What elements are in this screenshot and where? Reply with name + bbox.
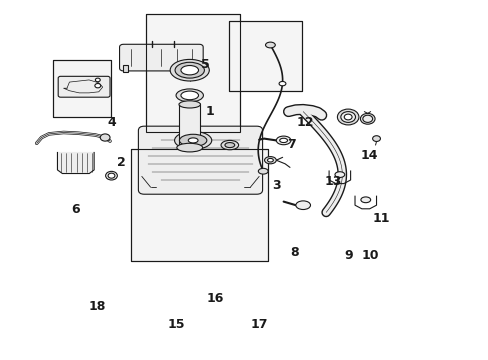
- Ellipse shape: [181, 66, 198, 75]
- Text: 8: 8: [289, 246, 298, 259]
- Ellipse shape: [265, 42, 275, 48]
- Ellipse shape: [258, 168, 267, 174]
- Text: 14: 14: [360, 149, 378, 162]
- Ellipse shape: [362, 115, 372, 122]
- Ellipse shape: [221, 140, 238, 150]
- Ellipse shape: [267, 158, 273, 162]
- Ellipse shape: [100, 134, 110, 141]
- Text: 16: 16: [206, 292, 224, 305]
- Text: 3: 3: [271, 179, 280, 192]
- Ellipse shape: [224, 143, 234, 148]
- Ellipse shape: [175, 62, 204, 78]
- Ellipse shape: [95, 84, 101, 88]
- Text: 17: 17: [250, 318, 267, 331]
- Ellipse shape: [188, 138, 198, 143]
- Text: 4: 4: [107, 116, 116, 129]
- Ellipse shape: [105, 171, 117, 180]
- Ellipse shape: [170, 59, 209, 81]
- Ellipse shape: [372, 136, 380, 141]
- Ellipse shape: [108, 173, 115, 178]
- Ellipse shape: [360, 113, 374, 124]
- Ellipse shape: [181, 91, 198, 100]
- Ellipse shape: [264, 157, 276, 164]
- FancyBboxPatch shape: [119, 44, 203, 71]
- Ellipse shape: [177, 143, 202, 152]
- Bar: [123, 65, 128, 72]
- Bar: [53, 60, 111, 117]
- Text: 18: 18: [88, 300, 105, 313]
- Ellipse shape: [95, 78, 100, 82]
- Text: 10: 10: [361, 249, 379, 262]
- Text: 12: 12: [296, 116, 313, 129]
- Bar: [145, 14, 239, 132]
- Ellipse shape: [179, 134, 206, 147]
- Text: 1: 1: [205, 105, 214, 118]
- Bar: [228, 21, 302, 91]
- Bar: [131, 149, 267, 261]
- Bar: [194, 65, 199, 72]
- Ellipse shape: [174, 131, 211, 149]
- FancyBboxPatch shape: [138, 126, 262, 194]
- Bar: [53, 60, 111, 117]
- Ellipse shape: [360, 197, 370, 203]
- FancyBboxPatch shape: [58, 76, 110, 97]
- Bar: [131, 149, 267, 261]
- Ellipse shape: [179, 101, 200, 108]
- Ellipse shape: [279, 81, 285, 86]
- Text: 5: 5: [201, 58, 209, 71]
- Ellipse shape: [340, 112, 355, 122]
- Bar: [179, 104, 200, 148]
- Ellipse shape: [276, 136, 290, 145]
- Ellipse shape: [279, 138, 287, 143]
- Ellipse shape: [337, 109, 358, 125]
- Text: 11: 11: [372, 212, 389, 225]
- Bar: [145, 14, 239, 132]
- Ellipse shape: [295, 201, 310, 210]
- Text: 6: 6: [71, 203, 80, 216]
- Ellipse shape: [334, 172, 344, 177]
- Ellipse shape: [176, 89, 203, 102]
- Text: 2: 2: [117, 156, 125, 169]
- Bar: [228, 21, 302, 91]
- Ellipse shape: [344, 114, 351, 120]
- Text: 15: 15: [167, 318, 184, 331]
- Text: 9: 9: [344, 249, 353, 262]
- Text: 7: 7: [286, 138, 295, 150]
- Polygon shape: [58, 152, 94, 174]
- Text: 13: 13: [324, 175, 342, 188]
